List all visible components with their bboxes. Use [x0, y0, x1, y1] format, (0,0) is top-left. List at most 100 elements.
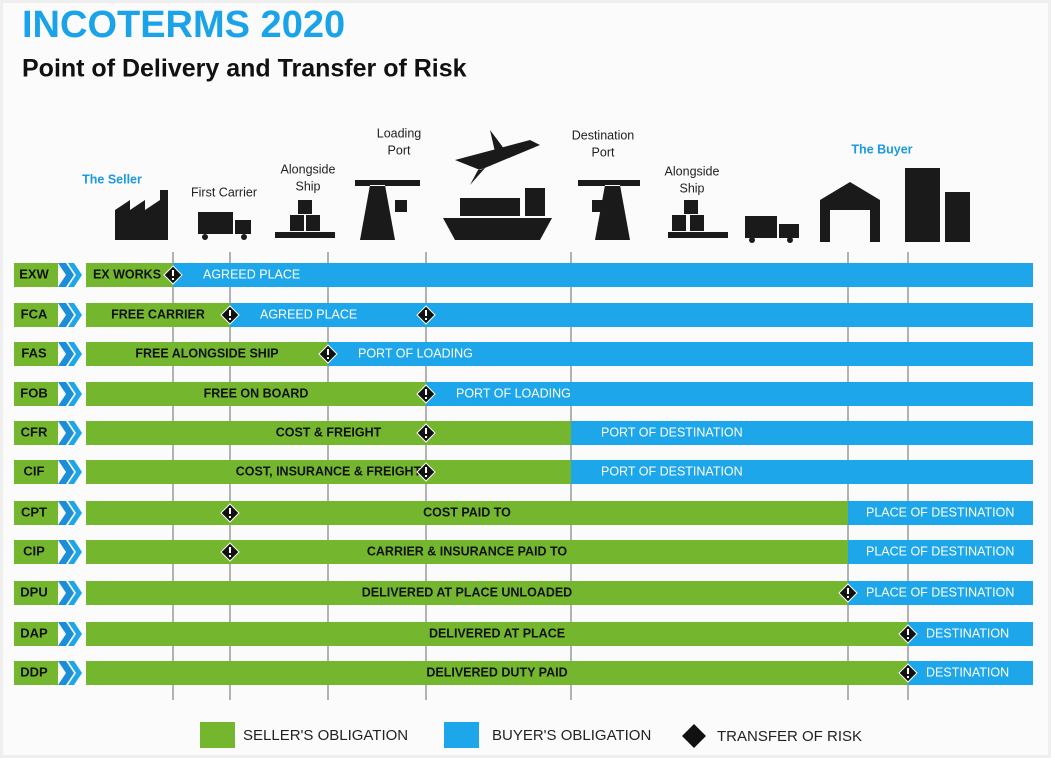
buyer-bar [908, 661, 1033, 685]
seller-bar [86, 540, 848, 564]
stage-label: First Carrier [191, 185, 257, 199]
chevron [58, 540, 74, 564]
seller-label: FREE ALONGSIDE SHIP [135, 346, 278, 360]
crane-icon [578, 180, 640, 240]
code-box [14, 421, 58, 445]
buyer-label: PORT OF LOADING [358, 346, 473, 360]
seller-label: FREE ON BOARD [204, 386, 309, 400]
risk-mark-dot [327, 357, 329, 359]
seller-label: COST & FREIGHT [276, 425, 382, 439]
chevron [68, 540, 82, 564]
chevron [68, 342, 82, 366]
risk-mark-dot [425, 397, 427, 399]
buyer-label: PLACE OF DESTINATION [866, 505, 1014, 519]
chevron [58, 460, 74, 484]
term-code: CIF [24, 463, 45, 478]
stage-label: Destination [572, 128, 635, 142]
code-box [14, 382, 58, 406]
risk-mark-bang [229, 508, 231, 514]
term-code: DAP [20, 625, 48, 640]
seller-label: COST PAID TO [423, 505, 511, 519]
seller-bar [86, 622, 908, 646]
chevron [58, 501, 74, 525]
buyer-label: PLACE OF DESTINATION [866, 585, 1014, 599]
seller-bar [86, 263, 173, 287]
chevron [68, 421, 82, 445]
stage-label: Alongside [281, 162, 336, 176]
buyer-label: PORT OF DESTINATION [601, 464, 743, 478]
buyer-bar [848, 581, 1033, 605]
chevron [68, 581, 82, 605]
buyer-bar [571, 421, 1033, 445]
seller-label: DELIVERED AT PLACE [429, 626, 565, 640]
truck-icon [745, 216, 777, 238]
factory-icon [115, 190, 168, 240]
risk-mark-bang [425, 467, 427, 473]
seller-bar [86, 421, 571, 445]
buyer-bar [173, 263, 1033, 287]
buyer-bar [571, 460, 1033, 484]
risk-mark-dot [907, 637, 909, 639]
code-box [14, 303, 58, 327]
term-code: CFR [21, 424, 48, 439]
seller-label: DELIVERED DUTY PAID [426, 665, 567, 679]
chevron [68, 622, 82, 646]
risk-mark-dot [229, 555, 231, 557]
chevron [68, 501, 82, 525]
term-code: FAS [21, 345, 47, 360]
buyer-label: DESTINATION [926, 626, 1009, 640]
truck-icon [198, 212, 233, 234]
chevron [68, 263, 82, 287]
buyer-label: AGREED PLACE [203, 267, 300, 281]
building-icon [905, 168, 940, 242]
stage-label: Loading [377, 126, 422, 140]
seller-bar [86, 501, 848, 525]
risk-mark-dot [425, 436, 427, 438]
legend-swatch [200, 722, 235, 748]
term-code: EXW [19, 266, 49, 281]
buyer-label: PORT OF LOADING [456, 386, 571, 400]
chevron [68, 661, 82, 685]
code-box [14, 501, 58, 525]
risk-mark-dot [425, 318, 427, 320]
buyer-bar [848, 501, 1033, 525]
code-box [14, 263, 58, 287]
seller-label: COST, INSURANCE & FREIGHT [236, 464, 422, 478]
chevron [58, 661, 74, 685]
risk-mark-dot [229, 318, 231, 320]
risk-mark-dot [847, 596, 849, 598]
legend-label: TRANSFER OF RISK [717, 728, 862, 745]
buyer-bar [908, 622, 1033, 646]
stage-label: Alongside [665, 164, 720, 178]
risk-mark-bang [327, 349, 329, 355]
risk-mark-bang [425, 310, 427, 316]
buyer-label: DESTINATION [926, 665, 1009, 679]
code-box [14, 460, 58, 484]
code-box [14, 540, 58, 564]
risk-mark-bang [425, 428, 427, 434]
crane-icon [355, 180, 420, 240]
stage-label: Port [388, 143, 411, 157]
seller-label: EX WORKS [93, 267, 161, 281]
chevron [58, 342, 74, 366]
code-box [14, 661, 58, 685]
buyer-bar [848, 540, 1033, 564]
term-code: DDP [20, 664, 48, 679]
seller-bar [86, 303, 230, 327]
chevron [58, 382, 74, 406]
risk-mark-dot [172, 278, 174, 280]
term-code: DPU [20, 584, 47, 599]
risk-mark-dot [907, 676, 909, 678]
pallet-icon [668, 232, 728, 238]
code-box [14, 581, 58, 605]
legend-risk-icon [682, 724, 706, 748]
legend-label: SELLER'S OBLIGATION [243, 727, 408, 744]
risk-mark-bang [229, 310, 231, 316]
chevron [68, 460, 82, 484]
stage-label: Ship [679, 181, 704, 195]
chevron [68, 382, 82, 406]
code-box [14, 342, 58, 366]
seller-label: DELIVERED AT PLACE UNLOADED [362, 585, 572, 599]
term-code: CIP [23, 543, 45, 558]
